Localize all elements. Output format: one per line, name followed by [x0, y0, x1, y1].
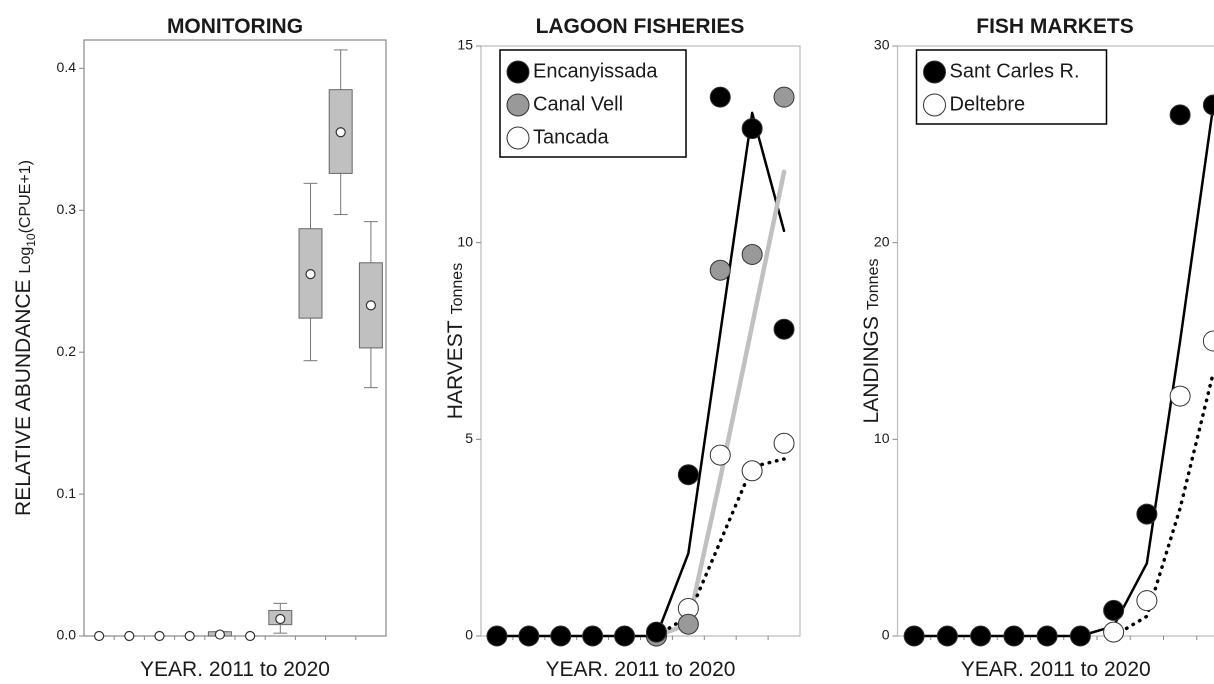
data-point — [677, 464, 699, 486]
data-point — [773, 86, 795, 108]
mean-dot — [93, 630, 105, 642]
mean-dot — [335, 127, 346, 138]
mean-dot — [154, 630, 165, 642]
chart-title: LAGOON FISHERIES — [536, 15, 745, 38]
mean-dot — [305, 269, 316, 280]
y-label-main: HARVEST — [444, 320, 467, 419]
data-point — [1169, 104, 1191, 126]
plot-frame — [896, 45, 1214, 637]
chart-title: MONITORING — [167, 15, 303, 38]
data-point — [614, 625, 636, 647]
mean-dot — [365, 300, 376, 311]
y-tick-label: 0.3 — [57, 201, 77, 217]
y-tick-label: 0.0 — [57, 627, 77, 643]
data-point — [741, 118, 763, 140]
data-point — [1202, 330, 1214, 352]
y-tick-label: 10 — [457, 233, 473, 249]
legend-label: Deltebre — [950, 93, 1026, 115]
data-point — [1136, 503, 1158, 525]
data-point — [677, 613, 699, 635]
legend-marker — [506, 93, 530, 117]
data-point — [645, 621, 667, 643]
data-point — [486, 625, 508, 647]
y-tick-label: 5 — [465, 430, 473, 446]
data-point — [1036, 625, 1058, 647]
x-axis-label: YEAR. 2011 to 2020 — [546, 658, 736, 681]
x-axis-label: YEAR. 2011 to 2020 — [140, 658, 330, 681]
data-point — [1003, 625, 1025, 647]
y-tick-label: 20 — [874, 233, 890, 249]
data-point — [518, 625, 540, 647]
data-point — [709, 444, 731, 466]
y-tick-label: 0.2 — [57, 343, 77, 359]
y-label-unit: Log — [17, 247, 34, 274]
y-label-unit: Tonnes — [449, 263, 466, 315]
data-point — [1202, 94, 1214, 116]
y-tick-label: 0 — [882, 627, 890, 643]
legend-label: Canal Vell — [533, 93, 623, 115]
trend-line — [495, 111, 786, 638]
legend-label: Sant Carles R. — [950, 60, 1080, 82]
data-point — [1103, 599, 1125, 621]
y-tick-label: 15 — [457, 37, 473, 53]
y-tick-label: 0.1 — [57, 485, 77, 501]
legend-marker — [506, 126, 530, 150]
trend-line — [654, 169, 787, 639]
trend-line — [654, 457, 786, 638]
y-tick-label: 0.4 — [57, 59, 77, 75]
y-axis-label: RELATIVE ABUNDANCE Log10(CPUE+1) — [12, 160, 38, 516]
data-point — [1103, 621, 1125, 643]
data-point — [936, 625, 958, 647]
data-point — [1169, 385, 1191, 407]
mean-dot — [184, 630, 195, 642]
x-axis-label: YEAR. 2011 to 2020 — [961, 658, 1151, 681]
data-point — [970, 625, 992, 647]
data-point — [903, 625, 925, 647]
legend-box — [499, 49, 687, 158]
data-point — [582, 625, 604, 647]
legend-marker — [923, 93, 946, 117]
mean-dot — [214, 629, 225, 640]
data-point — [773, 318, 795, 340]
y-tick-label: 0 — [465, 627, 473, 643]
y-tick-label: 30 — [874, 37, 890, 53]
legend-box — [915, 49, 1108, 125]
mean-dot — [275, 613, 286, 625]
y-axis-label: LANDINGS Tonnes — [860, 259, 883, 424]
legend-label: Tancada — [533, 126, 609, 148]
y-label-unit: Tonnes — [865, 259, 882, 311]
data-point — [709, 86, 731, 108]
data-point — [550, 625, 572, 647]
data-point — [741, 460, 763, 482]
trend-line — [912, 103, 1214, 638]
y-label-main: RELATIVE ABUNDANCE — [12, 279, 35, 516]
mean-dot — [124, 630, 135, 642]
y-axis-label: HARVEST Tonnes — [444, 263, 467, 419]
mean-dot — [245, 630, 256, 642]
data-point — [1069, 625, 1091, 647]
chart-title: FISH MARKETS — [976, 15, 1134, 38]
y-label-main: LANDINGS — [860, 316, 883, 423]
data-point — [1136, 590, 1158, 612]
y-label-unit: (CPUE+1) — [17, 160, 34, 233]
y-label-unit: 10 — [24, 233, 38, 247]
data-point — [709, 259, 731, 281]
legend-label: Encanyissada — [533, 60, 658, 82]
y-tick-label: 10 — [874, 430, 890, 446]
legend-marker — [506, 60, 530, 84]
legend-marker — [923, 60, 946, 84]
data-point — [773, 432, 795, 454]
data-point — [741, 243, 763, 265]
